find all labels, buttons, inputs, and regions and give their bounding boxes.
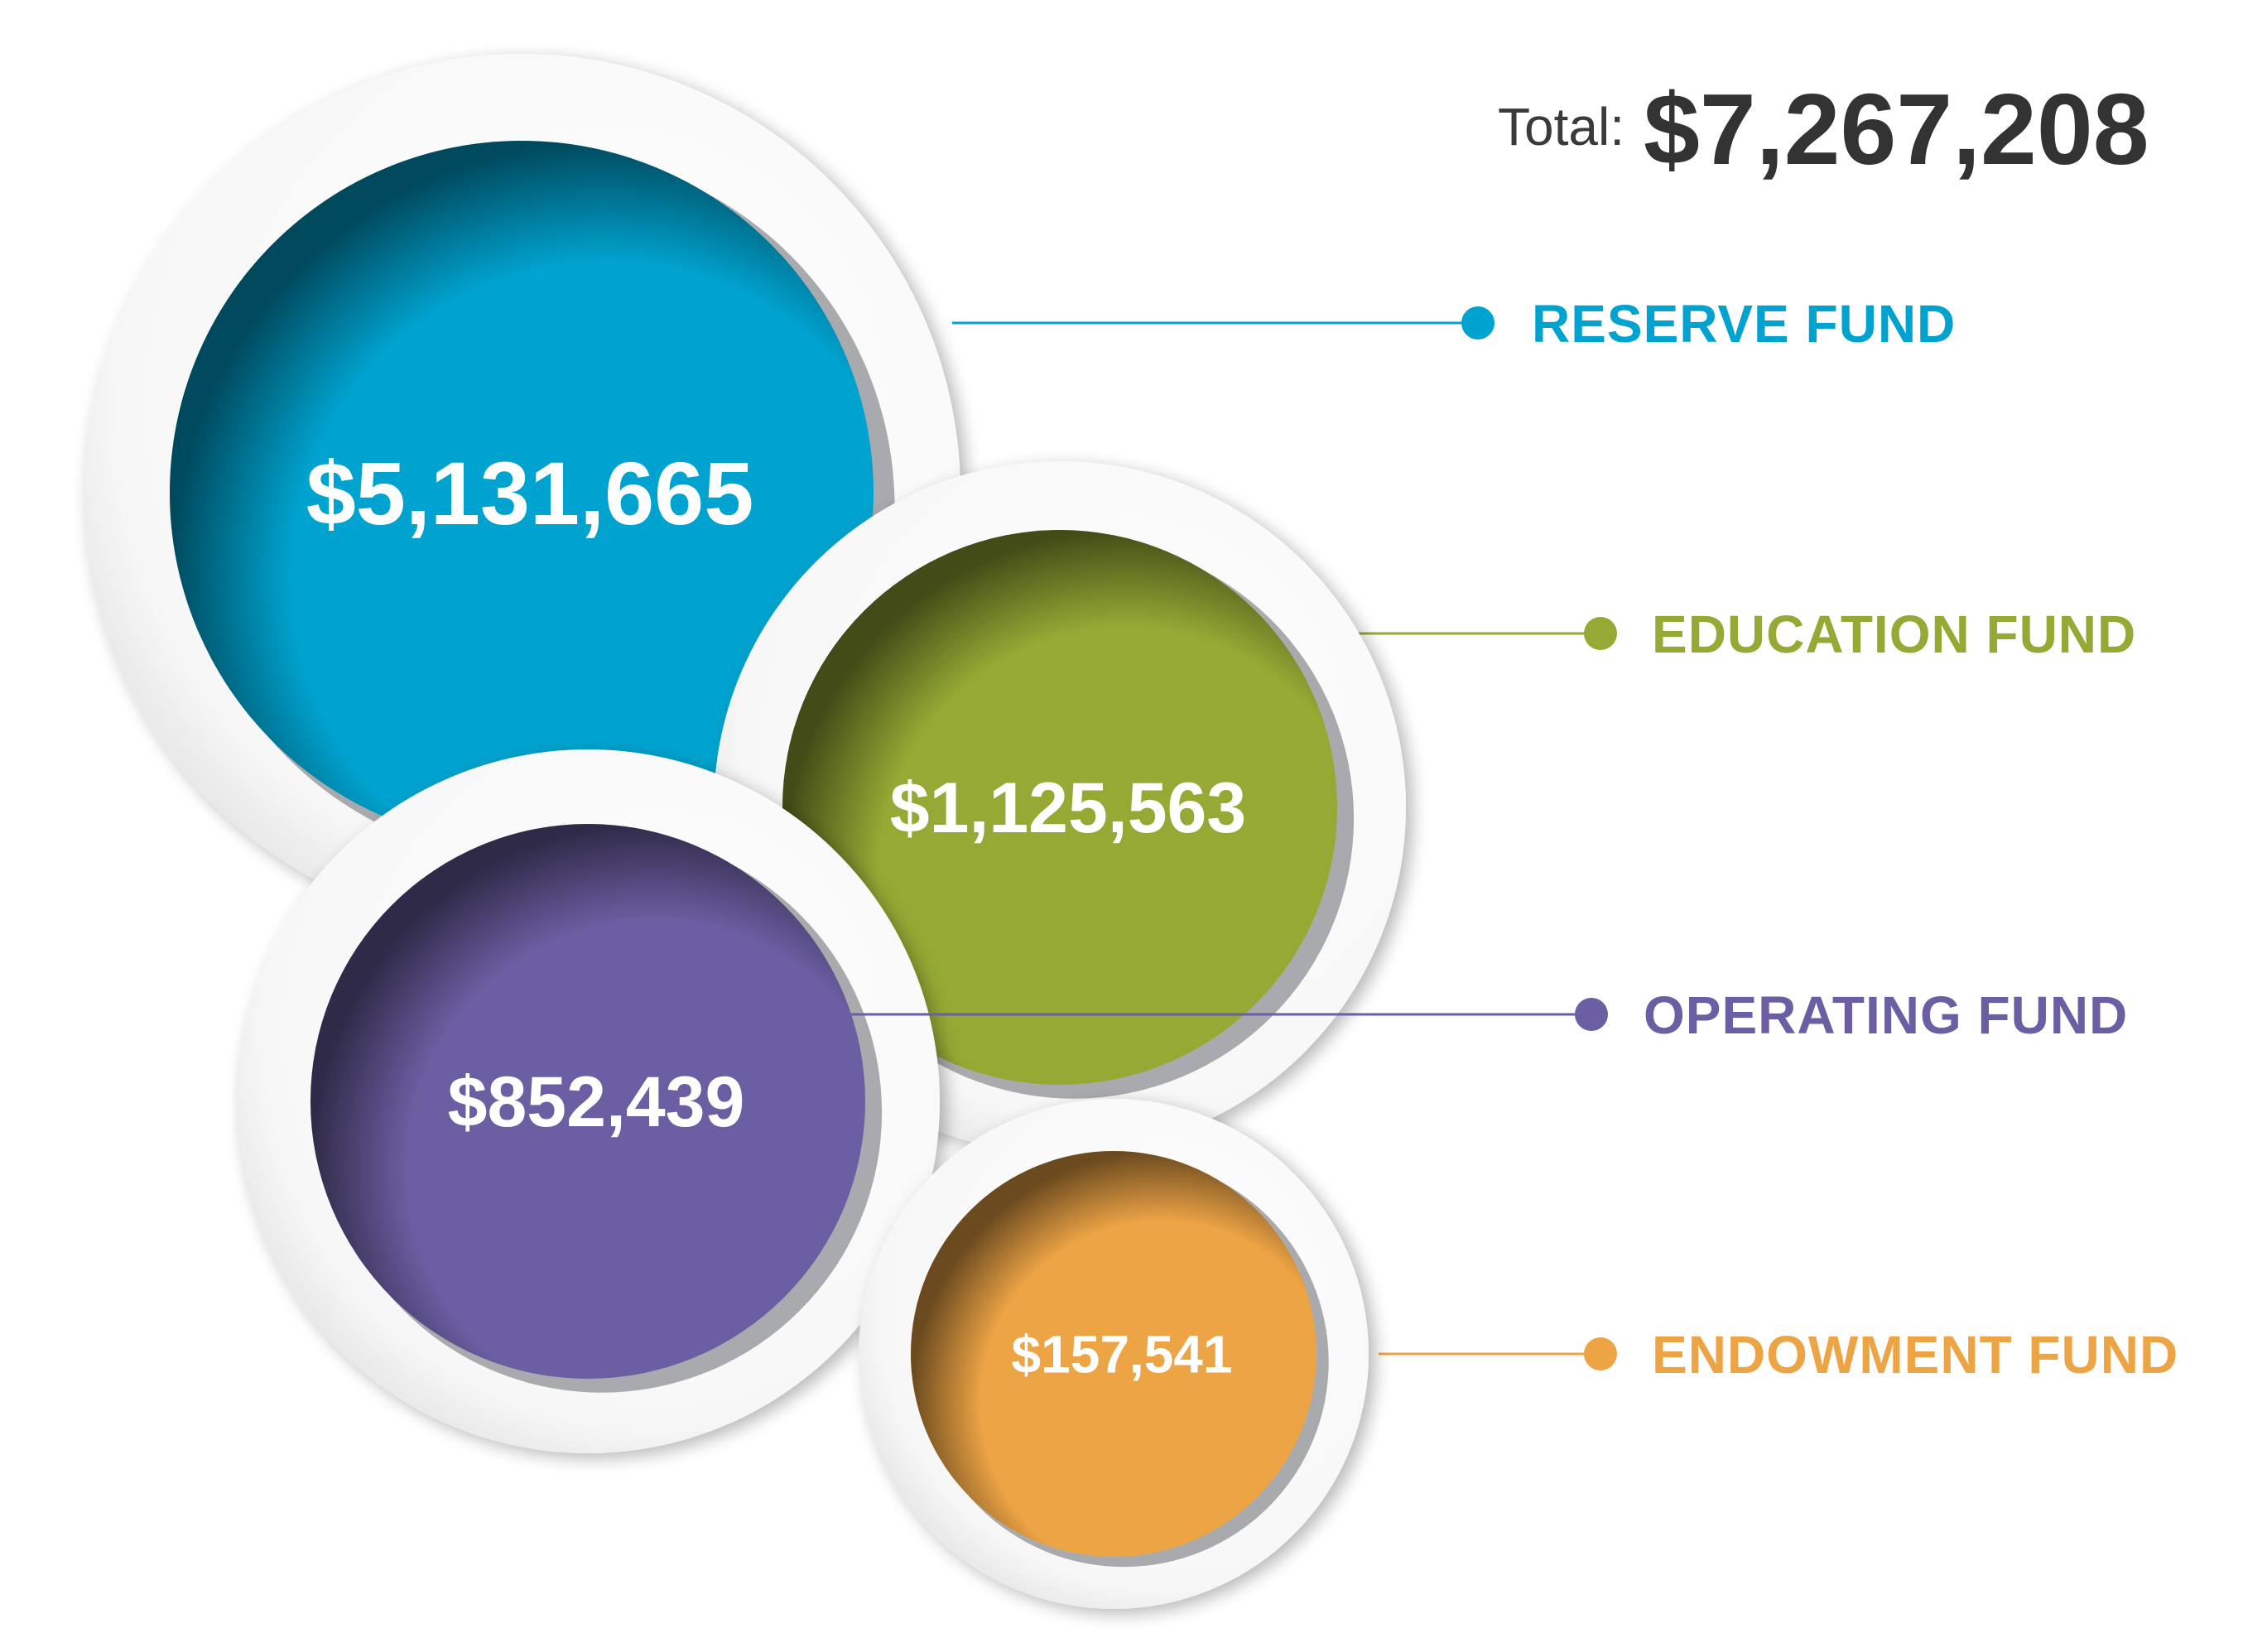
education-fund-leader-dot [1584,617,1617,650]
leader-lines-front [820,998,1608,1031]
reserve-fund-bubble: $5,131,665 [83,54,960,932]
education-fund-value: $1,125,563 [890,768,1246,848]
endowment-fund-bubble: $157,541 [859,1099,1369,1609]
bubbles: $5,131,665 $1,125,563 $852,439 $157,541 [83,54,1406,1609]
reserve-fund-label: RESERVE FUND [1532,294,1956,354]
education-fund-label: EDUCATION FUND [1652,604,2136,664]
endowment-fund-leader-dot [1584,1337,1617,1370]
total-value: $7,267,208 [1644,73,2149,185]
operating-fund-bubble: $852,439 [236,749,940,1453]
fund-labels: RESERVE FUND EDUCATION FUND OPERATING FUND… [1532,294,2178,1385]
reserve-fund-inner-shadow [170,141,874,845]
total-label: Total: [1498,97,1624,157]
endowment-fund-value: $157,541 [1012,1324,1233,1384]
endowment-fund-inner-shadow [911,1151,1316,1557]
total-header: Total: $7,267,208 [1498,73,2149,185]
operating-fund-label: OPERATING FUND [1644,985,2128,1045]
education-fund-inner-shadow [782,530,1337,1085]
endowment-fund-label: ENDOWMENT FUND [1652,1325,2178,1385]
reserve-fund-leader-dot [1461,306,1495,340]
operating-fund-leader-dot [1575,998,1608,1031]
leader-lines [952,306,1617,1370]
reserve-fund-value: $5,131,665 [306,443,754,543]
operating-fund-inner-shadow [310,824,865,1379]
operating-fund-value: $852,439 [448,1062,745,1142]
